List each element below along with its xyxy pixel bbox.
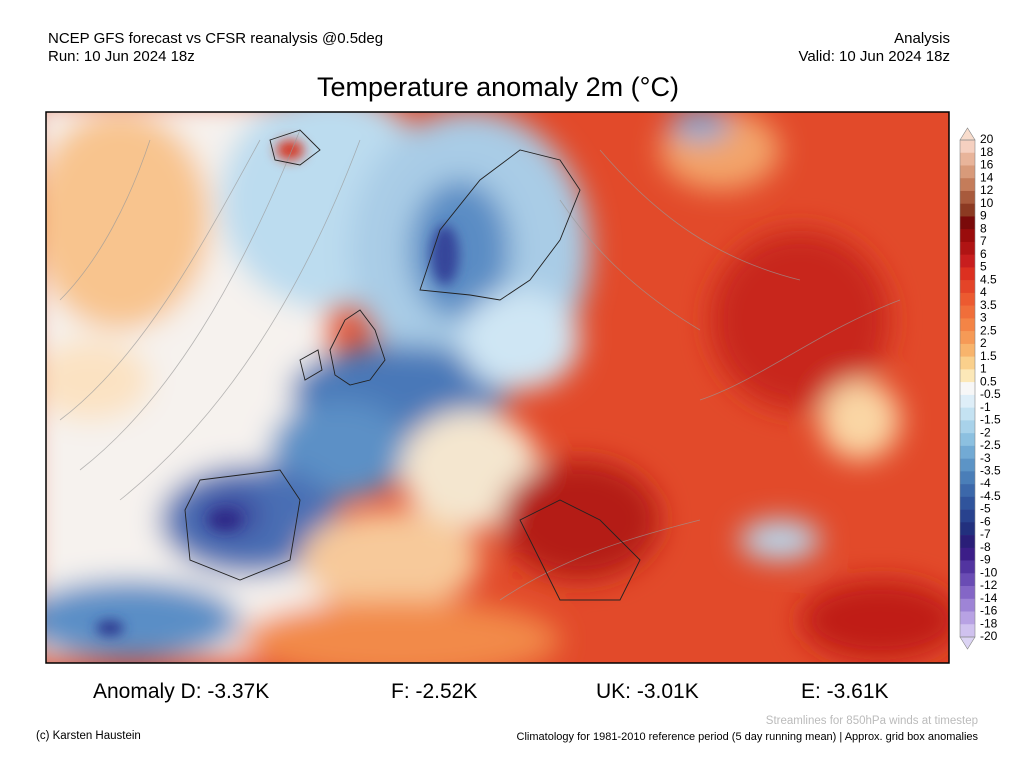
colorbar-segment — [960, 624, 975, 638]
colorbar-label: 4.5 — [980, 272, 997, 286]
colorbar-label: -9 — [980, 553, 991, 567]
analysis-label: Analysis — [894, 30, 950, 47]
colorbar-label: -2 — [980, 425, 991, 439]
colorbar-segment — [960, 292, 975, 306]
colorbar-segment — [960, 343, 975, 357]
model-info: NCEP GFS forecast vs CFSR reanalysis @0.… — [48, 30, 384, 47]
colorbar-segment — [960, 509, 975, 523]
streamline-note: Streamlines for 850hPa winds at timestep — [765, 715, 978, 727]
colorbar-segment — [960, 458, 975, 472]
colorbar-segment — [960, 407, 975, 421]
anomaly-field — [46, 112, 949, 663]
colorbar-label: 9 — [980, 209, 987, 223]
colorbar-segment — [960, 369, 975, 383]
colorbar-segment — [960, 178, 975, 192]
colorbar-label: -12 — [980, 578, 998, 592]
colorbar-label: -8 — [980, 540, 991, 554]
colorbar-label: 0.5 — [980, 374, 997, 388]
colorbar-segment — [960, 382, 975, 396]
colorbar-segment — [960, 305, 975, 319]
copyright: (c) Karsten Haustein — [36, 730, 141, 742]
colorbar-arrow-top — [959, 127, 976, 141]
colorbar-label: -4.5 — [980, 489, 1001, 503]
colorbar-segment — [960, 560, 975, 574]
colorbar-arrow-bottom — [959, 636, 976, 650]
colorbar: 201816141210987654.543.532.521.510.5-0.5… — [959, 127, 1001, 650]
colorbar-label: -1.5 — [980, 413, 1001, 427]
colorbar-segment — [960, 522, 975, 536]
colorbar-label: -18 — [980, 616, 998, 630]
colorbar-label: 18 — [980, 145, 994, 159]
colorbar-label: 1.5 — [980, 349, 997, 363]
colorbar-label: 2 — [980, 336, 987, 350]
colorbar-segment — [960, 420, 975, 434]
map-frame — [45, 111, 950, 664]
colorbar-label: 20 — [980, 132, 994, 146]
colorbar-segment — [960, 241, 975, 255]
valid-info: Valid: 10 Jun 2024 18z — [798, 48, 950, 65]
run-info: Run: 10 Jun 2024 18z — [48, 48, 195, 65]
colorbar-segment — [960, 445, 975, 459]
colorbar-label: -14 — [980, 591, 998, 605]
colorbar-label: 14 — [980, 170, 994, 184]
colorbar-segment — [960, 535, 975, 549]
colorbar-segment — [960, 598, 975, 612]
colorbar-label: -0.5 — [980, 387, 1001, 401]
colorbar-label: 3.5 — [980, 298, 997, 312]
stat-uk: UK: -3.01K — [596, 680, 699, 703]
colorbar-segment — [960, 280, 975, 294]
colorbar-segment — [960, 216, 975, 230]
map-title: Temperature anomaly 2m (°C) — [317, 72, 679, 102]
colorbar-label: -16 — [980, 604, 998, 618]
colorbar-segment — [960, 611, 975, 625]
colorbar-segment — [960, 318, 975, 332]
colorbar-segment — [960, 331, 975, 345]
colorbar-label: 12 — [980, 183, 994, 197]
colorbar-label: 3 — [980, 311, 987, 325]
colorbar-segment — [960, 573, 975, 587]
colorbar-label: 2.5 — [980, 323, 997, 337]
colorbar-label: -6 — [980, 514, 991, 528]
colorbar-label: 5 — [980, 260, 987, 274]
colorbar-segment — [960, 254, 975, 268]
stat-spain: E: -3.61K — [801, 680, 889, 703]
stat-france: F: -2.52K — [391, 680, 478, 703]
colorbar-segment — [960, 394, 975, 408]
colorbar-segment — [960, 586, 975, 600]
colorbar-label: 7 — [980, 234, 987, 248]
colorbar-segment — [960, 356, 975, 370]
colorbar-label: -4 — [980, 476, 991, 490]
colorbar-segment — [960, 140, 975, 154]
colorbar-segment — [960, 484, 975, 498]
colorbar-segment — [960, 152, 975, 166]
colorbar-segment — [960, 229, 975, 243]
colorbar-segment — [960, 496, 975, 510]
climatology-note: Climatology for 1981-2010 reference peri… — [516, 731, 978, 743]
colorbar-label: -3.5 — [980, 464, 1001, 478]
colorbar-segment — [960, 433, 975, 447]
colorbar-segment — [960, 165, 975, 179]
colorbar-label: -20 — [980, 629, 998, 643]
stat-germany: Anomaly D: -3.37K — [93, 680, 270, 703]
colorbar-label: 10 — [980, 196, 994, 210]
colorbar-label: -10 — [980, 565, 998, 579]
colorbar-segment — [960, 203, 975, 217]
colorbar-segment — [960, 471, 975, 485]
colorbar-frame — [959, 139, 976, 638]
colorbar-label: -1 — [980, 400, 991, 414]
colorbar-label: 1 — [980, 362, 987, 376]
colorbar-segment — [960, 267, 975, 281]
colorbar-label: -5 — [980, 502, 991, 516]
colorbar-label: -7 — [980, 527, 991, 541]
colorbar-label: 6 — [980, 247, 987, 261]
colorbar-label: -2.5 — [980, 438, 1001, 452]
colorbar-label: 16 — [980, 158, 994, 172]
colorbar-label: 4 — [980, 285, 987, 299]
colorbar-segment — [960, 547, 975, 561]
colorbar-label: 8 — [980, 221, 987, 235]
colorbar-segment — [960, 190, 975, 205]
colorbar-label: -3 — [980, 451, 991, 465]
